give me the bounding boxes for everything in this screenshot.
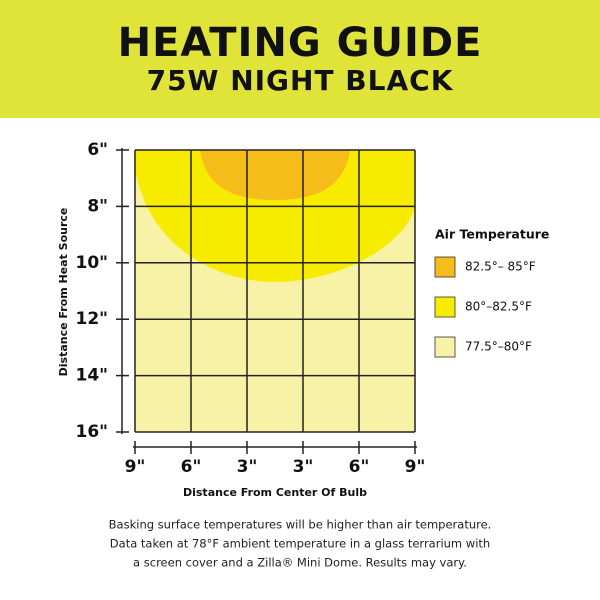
y-tick-label: 16" xyxy=(75,422,108,442)
x-tick-label: 3" xyxy=(237,457,258,477)
footnote: Basking surface temperatures will be hig… xyxy=(109,518,492,570)
x-tick-label: 6" xyxy=(181,457,202,477)
x-axis-title: Distance From Center Of Bulb xyxy=(183,486,367,499)
legend: 82.5°– 85°F 80°–82.5°F 77.5°–80°F xyxy=(434,256,536,358)
footnote-line: a screen cover and a Zilla® Mini Dome. R… xyxy=(133,556,467,570)
x-tick-label: 3" xyxy=(293,457,314,477)
y-tick-label: 6" xyxy=(87,140,108,160)
zone-orange xyxy=(200,150,350,200)
x-tick-label: 9" xyxy=(405,457,426,477)
legend-swatch xyxy=(434,296,456,318)
title: HEATING GUIDE xyxy=(118,20,483,66)
y-tick-label: 10" xyxy=(75,253,108,273)
grid xyxy=(116,149,416,454)
legend-swatch xyxy=(434,336,456,358)
legend-label: 82.5°– 85°F xyxy=(465,260,536,274)
legend-swatch xyxy=(434,256,456,278)
y-tick-label: 8" xyxy=(87,196,108,216)
subtitle: 75W NIGHT BLACK xyxy=(147,64,454,97)
y-axis-title: Distance From Heat Source xyxy=(57,208,70,377)
y-tick-label: 12" xyxy=(75,309,108,329)
footnote-line: Basking surface temperatures will be hig… xyxy=(109,518,492,532)
zone-yellow xyxy=(135,150,415,282)
heat-map xyxy=(116,148,417,454)
x-tick-label: 9" xyxy=(125,457,146,477)
legend-title: Air Temperature xyxy=(435,227,549,242)
y-tick-label: 14" xyxy=(75,366,108,386)
x-tick-label: 6" xyxy=(349,457,370,477)
legend-label: 77.5°–80°F xyxy=(465,340,532,354)
footnote-line: Data taken at 78°F ambient temperature i… xyxy=(110,537,490,551)
header-band xyxy=(0,0,600,118)
legend-label: 80°–82.5°F xyxy=(465,300,532,314)
